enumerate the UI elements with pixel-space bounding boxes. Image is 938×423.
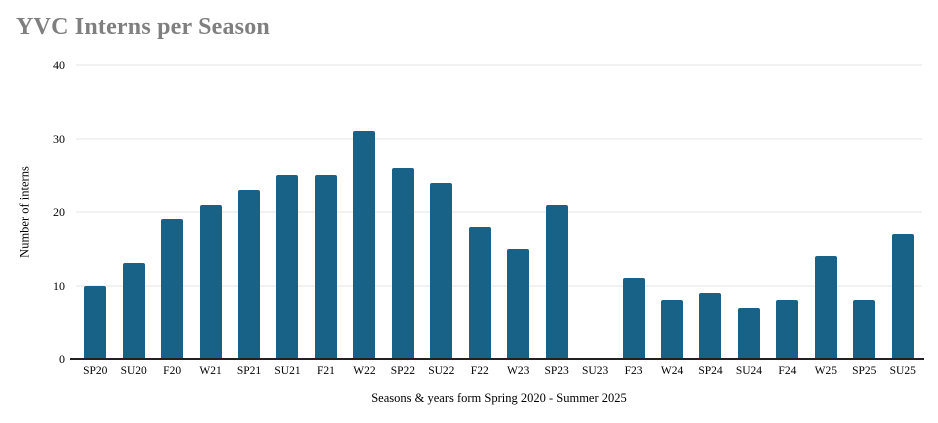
bar-SU20 [122,263,145,359]
bar-F22 [468,226,491,359]
bar-slot-SP23 [537,65,575,359]
bar-slot-F20 [153,65,191,359]
x-tick-label-SU23: SU23 [582,365,609,377]
bar-SU22 [430,182,453,359]
chart-title: YVC Interns per Season [16,14,270,40]
x-tick-label-F21: F21 [316,365,335,377]
x-tick-label-SP20: SP20 [83,365,108,377]
bar-SP22 [391,167,414,359]
x-tick-label-W21: W21 [199,365,222,377]
x-tick-label-F20: F20 [163,365,182,377]
bar-SU25 [891,234,914,359]
x-tick-labels: SP20 SU20 F20 W21 SP21 SU21 F21 W22 SP22 SU22 F22 W… [76,365,922,377]
x-tick-label-SU21: SU21 [274,365,301,377]
bar-slot-W23 [499,65,537,359]
x-axis-title: Seasons & years form Spring 2020 - Summe… [371,391,627,405]
x-tick-label-W25: W25 [814,365,838,377]
x-tick-label-SP22: SP22 [390,365,415,377]
gridline-10 [76,285,922,286]
bar-SU21 [276,175,299,359]
y-tick-label-10: 10 [53,278,65,293]
gridline-30 [76,138,922,139]
bar-slot-SP20 [76,65,114,359]
bar-W21 [199,204,222,359]
x-tick-label-F22: F22 [470,365,489,377]
bar-slot-W25 [807,65,845,359]
bar-SU24 [737,307,760,359]
y-tick-labels: 0 10 20 30 40 [53,59,922,365]
bar-F24 [776,300,799,359]
gridline-40 [76,64,922,66]
bars-layer [76,65,922,359]
bar-slot-SU24 [730,65,768,359]
x-tick-label-W23: W23 [507,365,530,377]
y-tick-label-30: 30 [53,131,65,146]
bar-slot-SP22 [384,65,422,359]
bar-W22 [353,131,376,359]
bar-F20 [161,219,184,359]
x-tick-label-SP25: SP25 [852,365,877,377]
bar-slot-W22 [345,65,383,359]
x-tick-label-SP23: SP23 [544,365,569,377]
bar-slot-SU21 [268,65,306,359]
x-tick-label-W22: W22 [353,365,376,377]
bar-slot-SU25 [884,65,922,359]
bar-SP24 [699,292,722,359]
x-tick-label-W24: W24 [660,365,684,377]
bar-SP20 [84,285,107,359]
x-tick-label-SP24: SP24 [698,365,723,377]
bar-slot-SP25 [845,65,883,359]
bar-SP25 [853,300,876,359]
bar-slot-SU20 [114,65,152,359]
bar-slot-SP24 [691,65,729,359]
gridline-20 [76,211,922,213]
bar-slot-W24 [653,65,691,359]
bar-W23 [507,248,530,359]
gridlines-layer [76,64,922,359]
bar-slot-F23 [614,65,652,359]
bar-F21 [314,175,337,359]
x-axis-line [70,358,924,360]
bar-SP21 [238,189,261,359]
bar-slot-SP21 [230,65,268,359]
y-axis-title: Number of interns [17,166,32,258]
y-tick-label-20: 20 [53,205,65,219]
x-tick-label-SU24: SU24 [735,365,763,377]
x-tick-label-SU20: SU20 [120,365,147,377]
bar-slot-SU23 [576,65,614,359]
plot-area: 0 10 20 30 40 SP20 SU20 F20 W21 SP21 SU21 F21 W22 SP… [53,59,924,377]
y-tick-label-40: 40 [53,58,65,72]
x-tick-label-F23: F23 [624,365,643,377]
bar-SP23 [545,204,568,359]
bar-slot-W21 [191,65,229,359]
bar-W25 [814,256,837,359]
bar-F23 [622,278,645,359]
bar-slot-F24 [768,65,806,359]
x-tick-label-SU22: SU22 [428,365,455,377]
x-tick-label-SU25: SU25 [889,365,916,377]
y-tick-label-0: 0 [59,352,65,366]
x-tick-label-SP21: SP21 [236,365,262,377]
bar-slot-SU22 [422,65,460,359]
x-tick-label-F24: F24 [778,365,797,377]
bar-W24 [661,300,684,359]
bar-slot-F22 [461,65,499,359]
bar-slot-F21 [307,65,345,359]
